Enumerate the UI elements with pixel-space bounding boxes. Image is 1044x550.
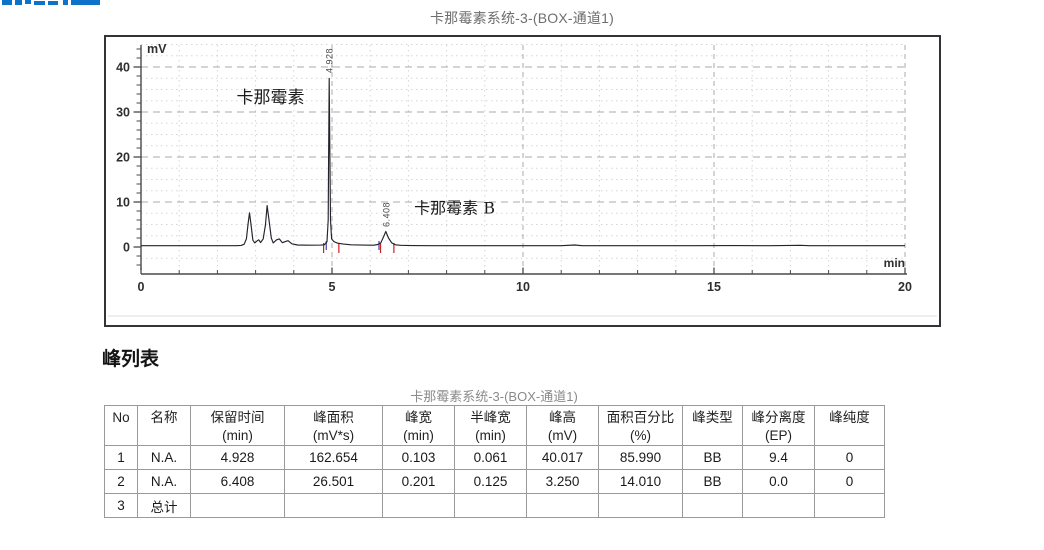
table-cell [682, 493, 743, 519]
table-cell: BB [682, 469, 743, 495]
col-header-9: 峰分离度 (EP) [742, 404, 815, 447]
svg-text:40: 40 [116, 61, 130, 75]
table-row-1: 1 N.A. 4.928 162.654 0.103 0.061 40.017 85.990 B… [104, 445, 885, 471]
col-header-2: 保留时间 (min) [190, 404, 285, 447]
table-cell [190, 493, 285, 519]
chromatogram-panel: 0 10 20 30 40 0 5 10 15 20 mV min 4.928 6.408 卡那霉素 卡那霉素… [104, 35, 941, 327]
table-cell: N.A. [137, 445, 191, 471]
col-header-8: 峰类型 [682, 404, 743, 447]
integration-marks [322, 241, 395, 253]
table-cell: 14.010 [598, 469, 683, 495]
chromatogram-trace [141, 77, 905, 247]
peak-table-caption: 卡那霉素系统-3-(BOX-通道1) [410, 389, 578, 404]
table-cell: 1 [104, 445, 138, 471]
table-cell: 3.250 [526, 469, 599, 495]
table-cell: 6.408 [190, 469, 285, 495]
table-cell: 0.0 [742, 469, 815, 495]
table-cell: 85.990 [598, 445, 683, 471]
table-cell: 9.4 [742, 445, 815, 471]
table-row-2: 2 N.A. 6.408 26.501 0.201 0.125 3.250 14.010 BB 0… [104, 469, 885, 495]
table-cell: N.A. [137, 469, 191, 495]
grid [141, 44, 906, 271]
svg-text:6.408: 6.408 [381, 202, 391, 227]
svg-text:0: 0 [123, 241, 130, 255]
table-cell: 0.103 [382, 445, 455, 471]
axes [133, 45, 907, 275]
table-header-row: No 名称 保留时间 (min) 峰面积 (mV*s) 峰宽 (min) 半峰宽 (min) 峰高(… [104, 404, 885, 447]
table-cell: 0 [814, 469, 885, 495]
x-axis-unit-label: min [884, 256, 905, 270]
col-header-1: 名称 [137, 404, 191, 447]
col-header-4: 峰宽 (min) [382, 404, 455, 447]
peak-table: No 名称 保留时间 (min) 峰面积 (mV*s) 峰宽 (min) 半峰宽 (min) 峰高(… [104, 404, 885, 519]
svg-text:30: 30 [116, 106, 130, 120]
svg-text:20: 20 [116, 151, 130, 165]
table-cell [454, 493, 527, 519]
table-cell: 162.654 [284, 445, 383, 471]
col-header-10: 峰纯度 [814, 404, 885, 447]
svg-text:10: 10 [516, 280, 530, 294]
chart-title: 卡那霉素系统-3-(BOX-通道1) [429, 10, 615, 26]
axis-tick-labels: 0 10 20 30 40 0 5 10 15 20 mV min [116, 42, 912, 294]
table-cell [814, 493, 885, 519]
col-header-7: 面积百分比 (%) [598, 404, 683, 447]
table-cell: 0.061 [454, 445, 527, 471]
svg-text:15: 15 [707, 280, 721, 294]
svg-text:0: 0 [138, 280, 145, 294]
table-cell [284, 493, 383, 519]
table-cell [742, 493, 815, 519]
table-cell: 3 [104, 493, 138, 519]
table-cell: 总计 [137, 493, 191, 519]
table-cell: BB [682, 445, 743, 471]
col-header-0: No [104, 404, 138, 447]
svg-text:卡那霉素 B: 卡那霉素 B [414, 198, 495, 217]
svg-text:5: 5 [329, 280, 336, 294]
peak-apex-labels: 4.928 6.408 [325, 48, 392, 227]
table-cell: 4.928 [190, 445, 285, 471]
col-header-6: 峰高 (mV) [526, 404, 599, 447]
svg-text:10: 10 [116, 196, 130, 210]
svg-text:20: 20 [898, 280, 912, 294]
svg-text:4.928: 4.928 [325, 48, 335, 73]
table-cell: 0.201 [382, 469, 455, 495]
table-cell: 40.017 [526, 445, 599, 471]
table-cell [598, 493, 683, 519]
table-cell: 26.501 [284, 469, 383, 495]
col-header-3: 峰面积 (mV*s) [284, 404, 383, 447]
table-cell [382, 493, 455, 519]
clipped-blue-text-fragment [0, 0, 110, 6]
table-cell: 0.125 [454, 469, 527, 495]
table-cell [526, 493, 599, 519]
peak-list-heading: 峰列表 [102, 349, 160, 370]
table-cell: 0 [814, 445, 885, 471]
svg-text:卡那霉素: 卡那霉素 [237, 88, 305, 108]
table-cell: 2 [104, 469, 138, 495]
col-header-5: 半峰宽 (min) [454, 404, 527, 447]
table-row-3: 3 总计 [104, 493, 885, 519]
y-axis-unit-label: mV [147, 42, 167, 56]
